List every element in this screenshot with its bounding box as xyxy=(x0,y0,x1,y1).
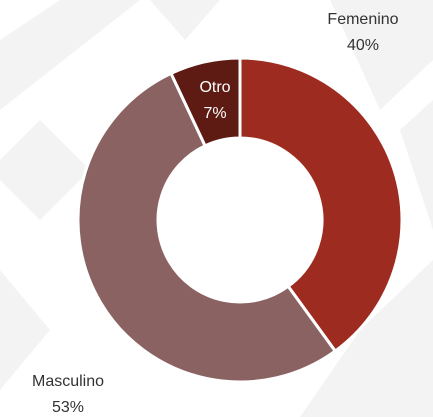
slice-label: Femenino xyxy=(327,11,398,28)
slice-label: Masculino xyxy=(32,373,104,390)
donut-slice xyxy=(169,56,242,148)
donut-slice xyxy=(238,56,404,354)
slice-value-label: 40% xyxy=(347,37,379,54)
slice-value-label: 7% xyxy=(203,105,226,122)
slice-label: Otro xyxy=(199,79,230,96)
slice-value-label: 53% xyxy=(52,399,84,416)
donut-slice xyxy=(76,71,338,384)
